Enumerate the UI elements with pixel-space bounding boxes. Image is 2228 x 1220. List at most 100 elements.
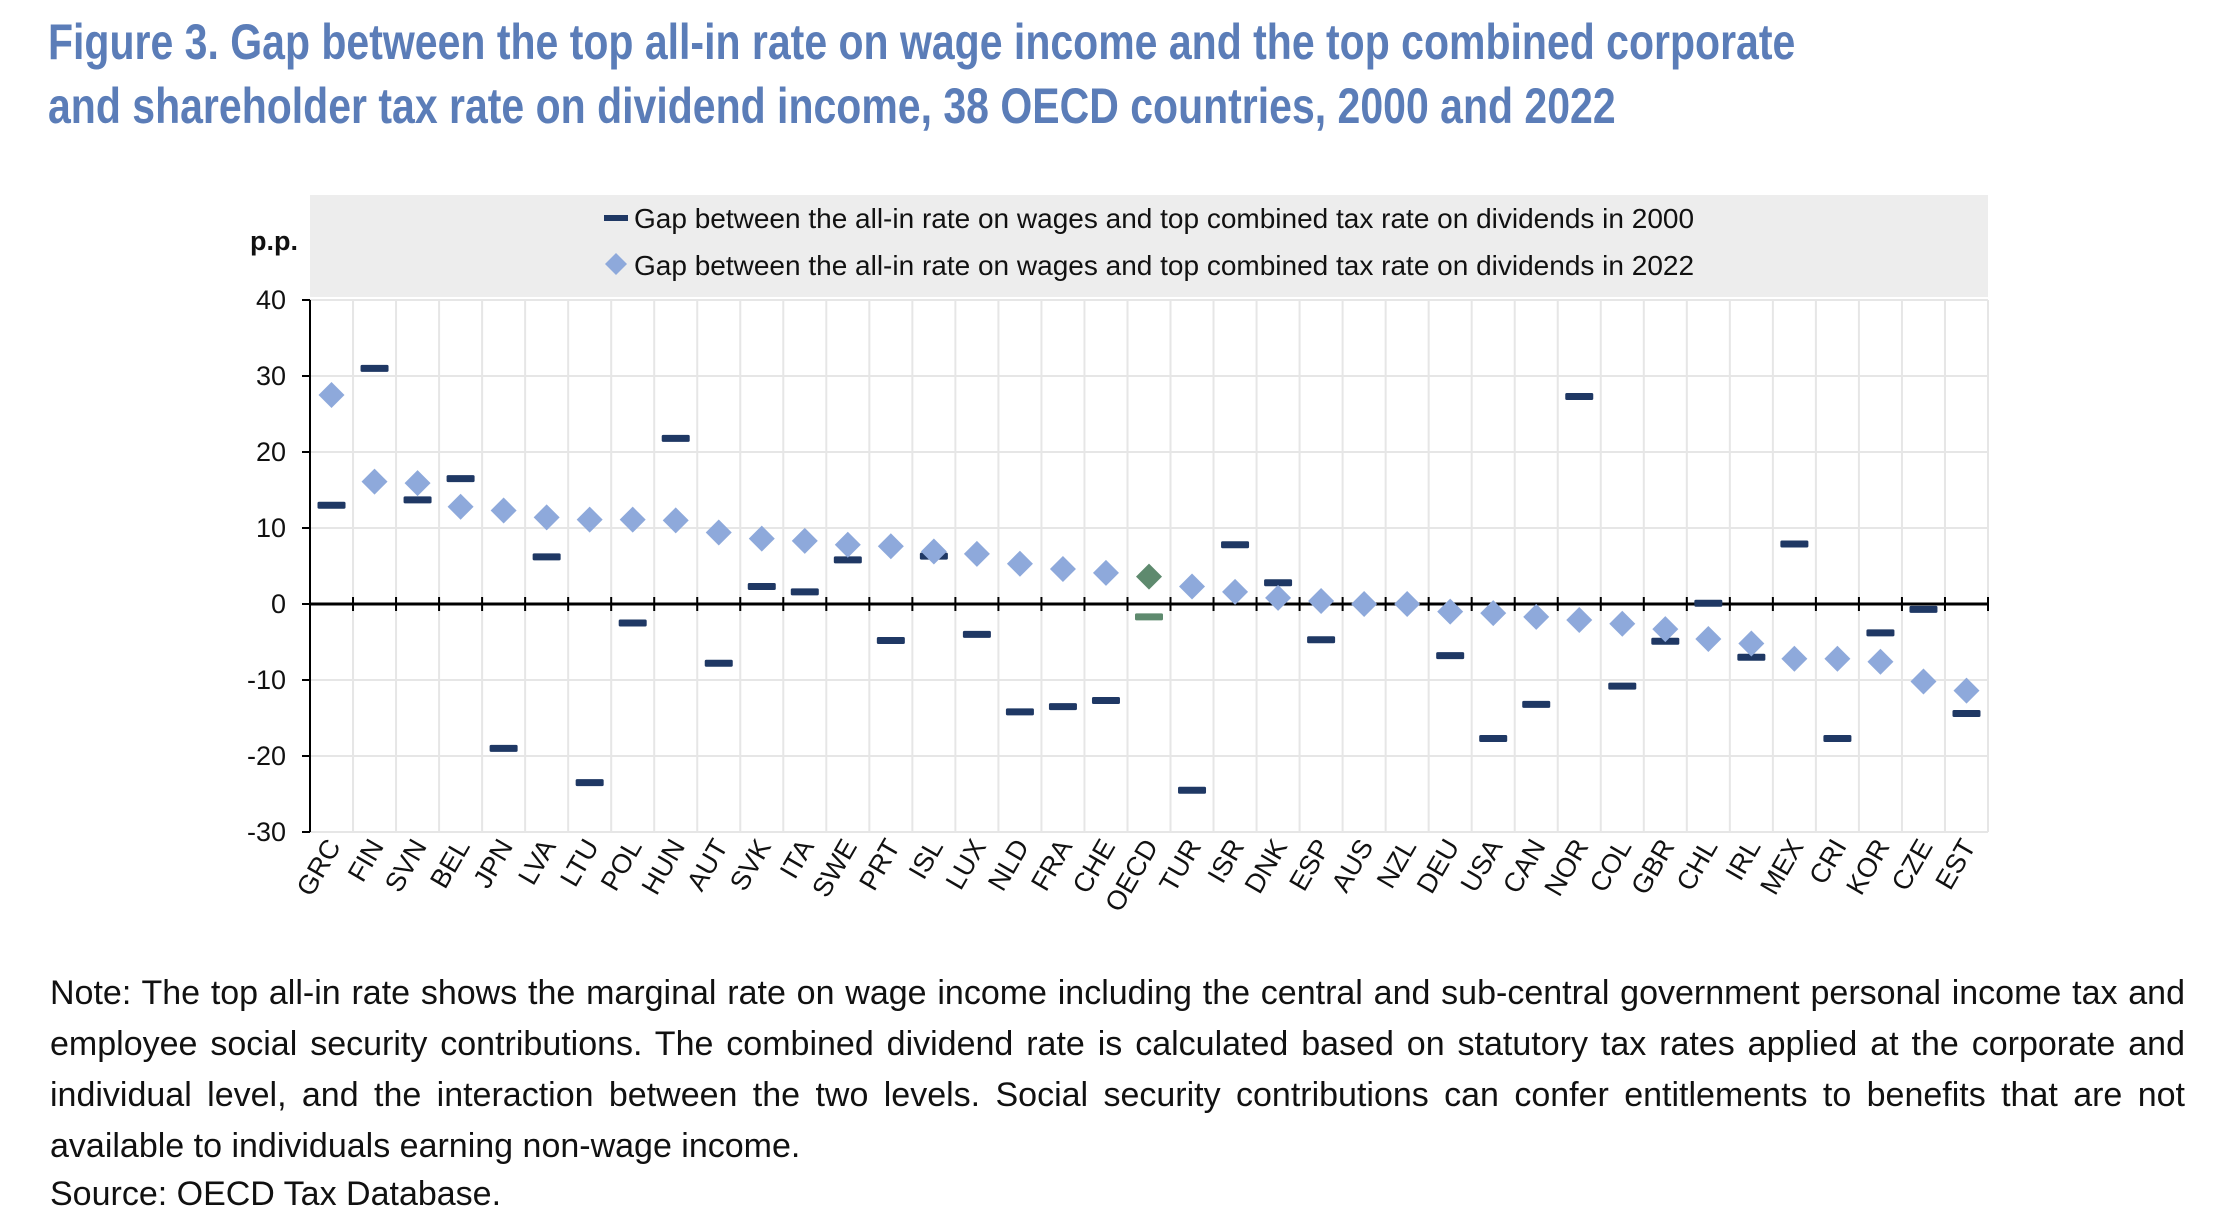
- series-2022-markers: [318, 382, 1980, 704]
- x-tick-label: LVA: [512, 834, 561, 890]
- x-tick-label: DEU: [1411, 834, 1465, 898]
- x-tick-label: MEX: [1754, 834, 1809, 900]
- marker-2022-fra: [1049, 556, 1076, 583]
- y-tick-label: -20: [247, 741, 286, 771]
- marker-2000-nor: [1565, 393, 1594, 401]
- marker-2022-prt: [877, 533, 904, 560]
- marker-2022-bel: [447, 493, 474, 520]
- marker-2000-usa: [1479, 735, 1508, 743]
- x-tick-label: NOR: [1538, 834, 1594, 901]
- marker-2022-oecd: [1136, 563, 1162, 590]
- marker-2000-ltu: [575, 779, 604, 787]
- y-axis-unit-label: p.p.: [250, 226, 298, 256]
- x-tick-label: AUT: [681, 834, 734, 896]
- marker-2022-cri: [1824, 645, 1851, 672]
- x-tick-label: TUR: [1153, 834, 1207, 897]
- marker-2022-nld: [1006, 550, 1033, 577]
- marker-2022-nzl: [1394, 591, 1421, 617]
- marker-2000-hun: [661, 434, 690, 442]
- legend-label-2022: Gap between the all-in rate on wages and…: [634, 250, 1694, 281]
- marker-2000-lux: [962, 630, 991, 638]
- marker-2000-fra: [1048, 703, 1077, 711]
- x-tick-label: DNK: [1239, 834, 1293, 898]
- y-tick-label: 10: [256, 513, 286, 543]
- marker-2022-aus: [1351, 591, 1378, 617]
- x-tick-label: PRT: [853, 834, 906, 895]
- marker-2022-kor: [1867, 648, 1894, 675]
- marker-2022-est: [1953, 677, 1980, 704]
- marker-2000-nld: [1005, 708, 1034, 716]
- axes: [302, 299, 1989, 833]
- marker-2000-est: [1952, 709, 1981, 717]
- marker-2000-deu: [1436, 652, 1465, 660]
- marker-2022-irl: [1738, 630, 1765, 657]
- marker-2022-svn: [404, 470, 431, 497]
- x-tick-label: SVN: [379, 834, 433, 897]
- y-tick-label: 30: [256, 361, 286, 391]
- x-tick-label: HUN: [636, 834, 691, 900]
- legend: Gap between the all-in rate on wages and…: [310, 195, 1988, 297]
- x-tick-label: GRC: [291, 834, 347, 901]
- marker-2000-che: [1091, 697, 1120, 705]
- marker-2000-svn: [403, 496, 432, 504]
- x-tick-label: LUX: [940, 834, 992, 894]
- y-tick-label: -10: [247, 665, 286, 695]
- marker-2022-aut: [705, 519, 732, 546]
- legend-diamond-marker: [605, 253, 627, 275]
- marker-2000-prt: [876, 636, 905, 644]
- marker-2022-col: [1609, 610, 1636, 637]
- marker-2022-jpn: [490, 497, 517, 524]
- marker-2022-pol: [619, 506, 646, 533]
- x-tick-label: EST: [1929, 834, 1981, 894]
- x-tick-label: SWE: [806, 834, 863, 902]
- marker-2000-esp: [1307, 636, 1336, 644]
- marker-2000-tur: [1178, 786, 1207, 794]
- chart: Gap between the all-in rate on wages and…: [247, 195, 1989, 917]
- marker-2000-oecd: [1135, 613, 1163, 621]
- legend-dash-marker: [604, 215, 628, 221]
- marker-2022-isr: [1222, 578, 1249, 605]
- legend-item-2022: Gap between the all-in rate on wages and…: [605, 250, 1694, 281]
- x-tick-label: CZE: [1886, 834, 1939, 896]
- marker-2000-bel: [446, 475, 475, 483]
- marker-2000-cri: [1823, 735, 1852, 743]
- y-tick-label: -30: [247, 817, 286, 847]
- marker-2000-aut: [704, 659, 733, 667]
- marker-2022-ita: [791, 527, 818, 554]
- marker-2022-esp: [1308, 587, 1335, 614]
- marker-2000-jpn: [489, 744, 518, 752]
- marker-2022-fin: [361, 468, 388, 495]
- x-tick-label: USA: [1455, 834, 1509, 897]
- marker-2022-svk: [748, 525, 775, 552]
- figure-source: Source: OECD Tax Database.: [50, 1175, 502, 1213]
- figure-note: Note: The top all-in rate shows the marg…: [50, 974, 2185, 1165]
- marker-2000-ita: [790, 588, 819, 596]
- marker-2022-lux: [963, 540, 990, 567]
- marker-2022-che: [1092, 559, 1119, 586]
- marker-2022-dnk: [1265, 584, 1292, 611]
- marker-2000-svk: [747, 583, 776, 591]
- marker-2022-gbr: [1652, 616, 1679, 643]
- x-tick-label: CHL: [1671, 834, 1724, 896]
- marker-2022-chl: [1695, 625, 1722, 652]
- marker-2000-pol: [618, 619, 647, 627]
- marker-2022-tur: [1179, 573, 1206, 600]
- marker-2022-hun: [662, 507, 689, 534]
- x-tick-label: SVK: [724, 834, 777, 896]
- marker-2000-irl: [1737, 653, 1766, 661]
- legend-label-2000: Gap between the all-in rate on wages and…: [634, 203, 1694, 234]
- marker-2000-grc: [317, 501, 346, 509]
- y-tick-label: 0: [271, 589, 286, 619]
- marker-2000-kor: [1866, 629, 1895, 637]
- marker-2000-col: [1608, 682, 1637, 690]
- marker-2022-mex: [1781, 645, 1808, 672]
- x-tick-label: KOR: [1840, 834, 1895, 900]
- x-tick-label: JPN: [467, 834, 518, 893]
- legend-background: [310, 195, 1988, 297]
- marker-2022-can: [1523, 603, 1550, 630]
- figure-title: Figure 3. Gap between the top all-in rat…: [48, 14, 1796, 134]
- marker-2022-usa: [1480, 600, 1507, 627]
- marker-2022-deu: [1437, 598, 1464, 625]
- legend-item-2000: Gap between the all-in rate on wages and…: [604, 203, 1694, 234]
- x-tick-labels: GRCFINSVNBELJPNLVALTUPOLHUNAUTSVKITASWEP…: [291, 834, 1982, 917]
